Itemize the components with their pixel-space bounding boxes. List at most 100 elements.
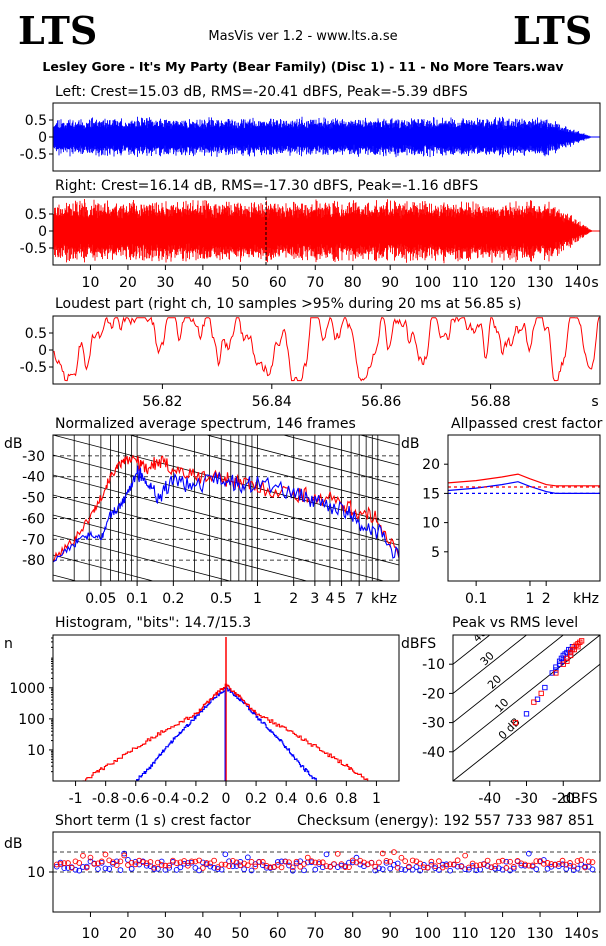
x-unit-label: dBFS bbox=[562, 791, 597, 807]
left-crest-point bbox=[211, 865, 217, 871]
right-crest-point bbox=[522, 861, 528, 868]
right-crest-point bbox=[259, 859, 266, 865]
x-tick-label: 2 bbox=[542, 591, 551, 607]
x-tick-label: 1 bbox=[526, 591, 535, 607]
plot-frame bbox=[52, 315, 601, 385]
right-crest-point bbox=[177, 859, 184, 866]
right-crest-point bbox=[53, 861, 60, 868]
right-crest-point bbox=[136, 857, 143, 864]
x-tick-label: 130 bbox=[527, 926, 554, 942]
right-crest-point bbox=[379, 850, 386, 857]
left-crest-point bbox=[421, 862, 427, 868]
x-tick-label: 80 bbox=[344, 926, 362, 942]
right-pvr-point bbox=[564, 658, 570, 664]
slope-line bbox=[53, 435, 399, 526]
x-tick-label: 7 bbox=[355, 591, 364, 607]
right-crest-point bbox=[192, 858, 199, 865]
left-histogram-line bbox=[135, 685, 317, 782]
y-tick-label: 10 bbox=[27, 743, 45, 759]
right-crest-point bbox=[256, 859, 262, 865]
x-tick-label: 60 bbox=[269, 275, 287, 291]
right-crest-point bbox=[65, 860, 71, 866]
left-crest-point bbox=[589, 866, 596, 873]
left-waveform-title: Left: Crest=15.03 dB, RMS=-20.41 dBFS, P… bbox=[55, 84, 468, 100]
right-crest-point bbox=[327, 864, 334, 870]
x-tick-label: -0.4 bbox=[152, 791, 179, 807]
x-tick-label: -30 bbox=[515, 791, 538, 807]
left-crest-point bbox=[229, 863, 236, 870]
right-crest-point bbox=[451, 861, 457, 868]
right-crest-point bbox=[185, 862, 191, 869]
y-tick-label: 5 bbox=[431, 545, 440, 561]
slope-line bbox=[53, 454, 399, 546]
right-crest-point bbox=[278, 864, 285, 871]
logo-left: LTS bbox=[18, 8, 97, 53]
right-crest-point bbox=[121, 852, 128, 859]
slope-line bbox=[53, 494, 386, 581]
left-crest-point bbox=[540, 857, 547, 863]
right-pvr-point bbox=[553, 670, 559, 676]
y-tick-label: -50 bbox=[22, 491, 45, 507]
right-waveform-panel: 0.50-0.5 10 20 30 40 50 60 70 80 90 100 110 120 130 14… bbox=[20, 196, 601, 291]
x-tick-label: 30 bbox=[156, 926, 174, 942]
left-pvr-point bbox=[523, 711, 530, 717]
right-crest-point bbox=[346, 864, 352, 870]
right-pvr-point bbox=[575, 644, 581, 650]
right-crest-point bbox=[304, 854, 311, 861]
x-tick-label: 80 bbox=[344, 275, 362, 291]
slope-line bbox=[205, 435, 399, 486]
left-crest-point bbox=[518, 862, 525, 869]
x-tick-label: 0.4 bbox=[275, 791, 297, 807]
right-crest-point bbox=[334, 850, 341, 857]
x-tick-label: 140 bbox=[564, 275, 591, 291]
y-tick-label: 15 bbox=[422, 486, 440, 502]
left-crest-point bbox=[492, 865, 498, 872]
right-crest-point bbox=[331, 861, 337, 867]
right-crest-line bbox=[447, 473, 600, 487]
right-crest-point bbox=[308, 858, 315, 864]
left-crest-point bbox=[466, 866, 472, 873]
right-crest-point bbox=[555, 860, 562, 867]
left-crest-point bbox=[443, 861, 450, 868]
x-tick-label: 110 bbox=[452, 275, 479, 291]
diagonal-label: 10 bbox=[492, 696, 511, 715]
right-crest-point bbox=[91, 861, 98, 867]
right-crest-point bbox=[387, 858, 394, 865]
y-tick-label: 0.5 bbox=[25, 326, 47, 342]
right-crest-point bbox=[533, 858, 540, 864]
left-crest-point bbox=[510, 865, 517, 872]
right-crest-point bbox=[229, 857, 236, 864]
right-crest-point bbox=[409, 857, 416, 864]
left-pvr-point bbox=[560, 658, 566, 664]
x-tick-label: 0.2 bbox=[162, 591, 184, 607]
slope-line bbox=[53, 474, 399, 566]
left-pvr-point bbox=[556, 661, 563, 667]
right-crest-point bbox=[316, 859, 322, 866]
y-tick-label: 0 bbox=[38, 130, 47, 146]
right-crest-point bbox=[263, 862, 270, 869]
right-crest-point bbox=[428, 858, 435, 865]
x-tick-label: 50 bbox=[231, 926, 249, 942]
left-crest-point bbox=[428, 861, 435, 868]
x-tick-label: 0.2 bbox=[245, 791, 267, 807]
plot-frame bbox=[52, 434, 400, 582]
left-crest-point bbox=[173, 867, 180, 873]
left-crest-point bbox=[447, 867, 453, 874]
x-tick-label: 0.1 bbox=[465, 591, 487, 607]
left-crest-point bbox=[334, 864, 341, 870]
right-crest-point bbox=[473, 862, 480, 869]
right-crest-point bbox=[447, 861, 453, 868]
left-crest-point bbox=[95, 866, 101, 872]
left-crest-point bbox=[525, 850, 532, 857]
x-tick-label: -1 bbox=[69, 791, 83, 807]
right-crest-point bbox=[207, 860, 214, 867]
peak-rms-title: Peak vs RMS level bbox=[452, 615, 578, 631]
file-title: Lesley Gore - It's My Party (Bear Family… bbox=[42, 59, 563, 74]
y-tick-label: -70 bbox=[22, 532, 45, 548]
left-crest-point bbox=[570, 867, 577, 874]
right-pvr-point bbox=[567, 652, 574, 659]
left-crest-point bbox=[297, 858, 304, 865]
right-crest-point bbox=[117, 858, 124, 865]
